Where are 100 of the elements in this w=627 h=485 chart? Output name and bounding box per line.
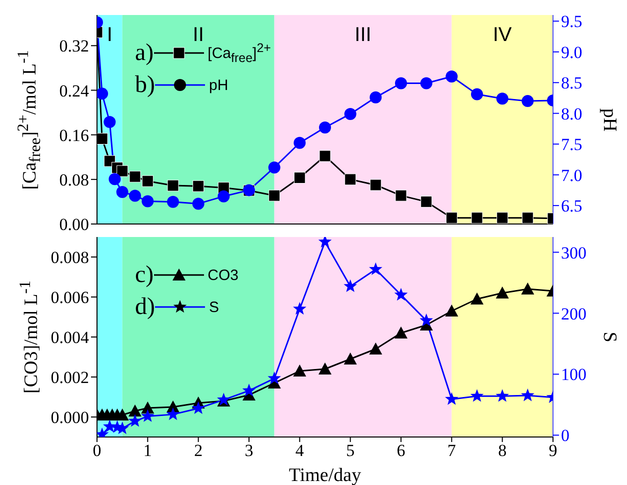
x-tick-label: 6 xyxy=(396,441,406,460)
point xyxy=(116,186,128,198)
point xyxy=(394,288,408,301)
point xyxy=(370,179,382,191)
y2-tick-label: 8.5 xyxy=(561,74,582,93)
point xyxy=(521,388,534,402)
y2-tick-label: 7.5 xyxy=(561,135,582,154)
point xyxy=(471,212,483,224)
y2-tick-label: 100 xyxy=(561,365,586,384)
point xyxy=(294,136,306,149)
point xyxy=(446,70,458,82)
point xyxy=(192,401,205,414)
point xyxy=(496,212,508,224)
y-tick-label: 0.24 xyxy=(59,81,90,100)
point xyxy=(522,95,534,108)
point xyxy=(141,402,154,414)
point xyxy=(470,389,484,402)
point xyxy=(242,384,256,396)
x-tick-label: 8 xyxy=(498,441,507,460)
point xyxy=(369,262,382,275)
point xyxy=(293,302,306,315)
point xyxy=(420,314,433,326)
x-tick-label: 0 xyxy=(92,441,102,460)
y-tick-label: 0.006 xyxy=(50,288,89,308)
y-tick-label: 0.008 xyxy=(50,248,89,268)
y2-tick-label: 300 xyxy=(561,243,586,262)
point xyxy=(445,304,458,316)
point xyxy=(294,172,306,184)
point xyxy=(496,286,509,298)
x-tick-label: 5 xyxy=(346,441,355,460)
point xyxy=(470,292,484,304)
point xyxy=(129,190,141,202)
legend-label: pH xyxy=(209,76,228,94)
point xyxy=(395,77,407,90)
point xyxy=(128,404,142,416)
y2-tick-label: 9.5 xyxy=(561,12,582,32)
band-label: I xyxy=(106,24,112,46)
point xyxy=(344,108,356,120)
band-label: II xyxy=(192,24,204,46)
point xyxy=(192,198,204,210)
y2-tick-label: 7.0 xyxy=(561,166,582,185)
point xyxy=(522,212,534,224)
point xyxy=(344,279,357,292)
point xyxy=(142,195,154,208)
point xyxy=(496,92,508,105)
y2-tick-label: 0 xyxy=(561,426,570,446)
annotation: a) xyxy=(135,40,154,66)
y-tick-label: 0.000 xyxy=(50,408,89,428)
legend-label: CO3 xyxy=(208,266,238,284)
x-axis-title: Time/day xyxy=(288,465,362,485)
annotation: c) xyxy=(135,262,154,288)
y2-axis-title: pH xyxy=(598,108,620,132)
point xyxy=(318,362,332,374)
point xyxy=(370,91,382,104)
x-tick-label: 7 xyxy=(447,441,456,460)
y2-axis-title: S xyxy=(598,332,620,342)
point xyxy=(344,352,357,364)
point xyxy=(97,132,108,144)
point xyxy=(293,364,306,376)
point xyxy=(104,116,116,128)
point xyxy=(268,161,280,174)
point xyxy=(108,173,121,186)
y-tick-label: 0.32 xyxy=(59,36,89,56)
y2-tick-label: 9.0 xyxy=(561,42,582,62)
annotation: d) xyxy=(135,294,155,320)
x-tick-label: 9 xyxy=(548,441,558,460)
y-tick-label: 0.16 xyxy=(59,126,89,145)
point xyxy=(496,389,509,402)
y-tick-label: 0.08 xyxy=(59,170,89,190)
point xyxy=(521,282,534,294)
point xyxy=(319,150,331,162)
point xyxy=(192,180,204,192)
point xyxy=(369,342,382,354)
point xyxy=(128,414,142,427)
point xyxy=(141,409,154,422)
point xyxy=(319,121,331,134)
legend-label: [Ca$_{free}$]$^{2+}$ xyxy=(208,41,271,65)
point xyxy=(446,212,458,224)
point xyxy=(268,190,280,202)
x-tick-label: 3 xyxy=(244,441,254,460)
y-tick-label: 0.002 xyxy=(50,368,89,388)
y-tick-label: 0.00 xyxy=(59,215,89,234)
point xyxy=(97,88,108,100)
x-tick-label: 2 xyxy=(194,441,203,460)
y2-tick-label: 200 xyxy=(561,304,586,324)
annotation: b) xyxy=(135,72,155,98)
point xyxy=(116,165,128,177)
point xyxy=(420,196,432,208)
point xyxy=(420,77,432,90)
band-label: III xyxy=(354,24,372,46)
point xyxy=(218,190,230,202)
point xyxy=(471,88,483,100)
point xyxy=(167,180,179,192)
point xyxy=(268,371,281,384)
point xyxy=(142,175,154,187)
point xyxy=(395,190,407,202)
y2-tick-label: 8.0 xyxy=(561,104,582,124)
point xyxy=(166,407,180,420)
y-tick-label: 0.004 xyxy=(50,328,90,348)
y2-tick-label: 6.5 xyxy=(561,196,582,216)
